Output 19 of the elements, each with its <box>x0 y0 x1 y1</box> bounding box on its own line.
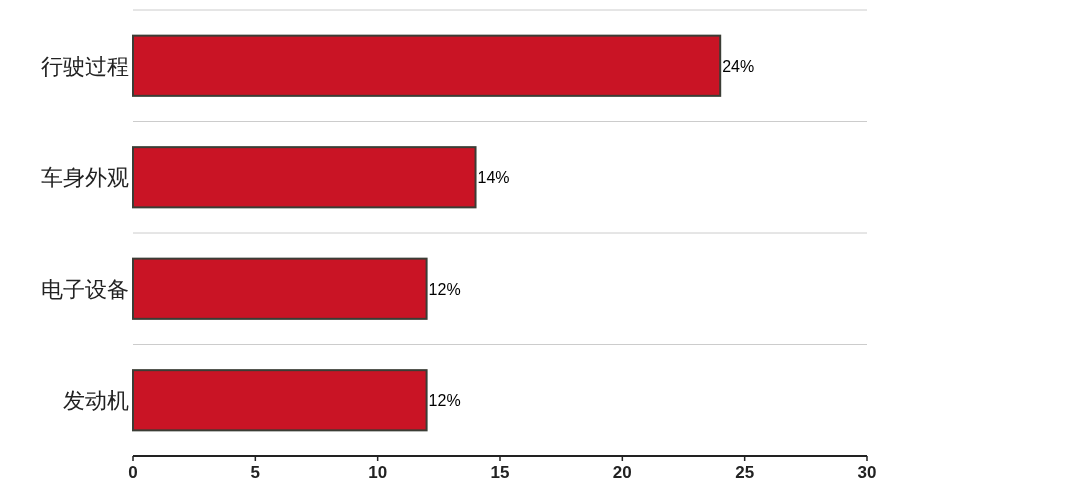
bar <box>132 34 722 97</box>
x-tick-label: 20 <box>612 463 632 482</box>
data-label: 14% <box>477 169 510 187</box>
x-tick-label: 5 <box>250 463 261 482</box>
data-label: 12% <box>428 280 461 298</box>
x-tick-label: 0 <box>128 463 138 482</box>
y-tick-label: 发动机 <box>63 388 129 414</box>
x-tick-label: 25 <box>735 463 755 482</box>
bar <box>132 369 428 432</box>
data-label: 12% <box>428 392 461 410</box>
y-tick-label: 车身外观 <box>41 165 129 191</box>
x-tick-label: 30 <box>857 463 877 482</box>
bar <box>132 146 477 209</box>
x-tick-label: 10 <box>368 463 388 482</box>
y-tick-label: 电子设备 <box>41 276 129 302</box>
y-tick-label: 行驶过程 <box>41 53 129 79</box>
data-label: 24% <box>722 57 755 75</box>
bar <box>132 257 428 320</box>
x-tick-label: 15 <box>490 463 510 482</box>
